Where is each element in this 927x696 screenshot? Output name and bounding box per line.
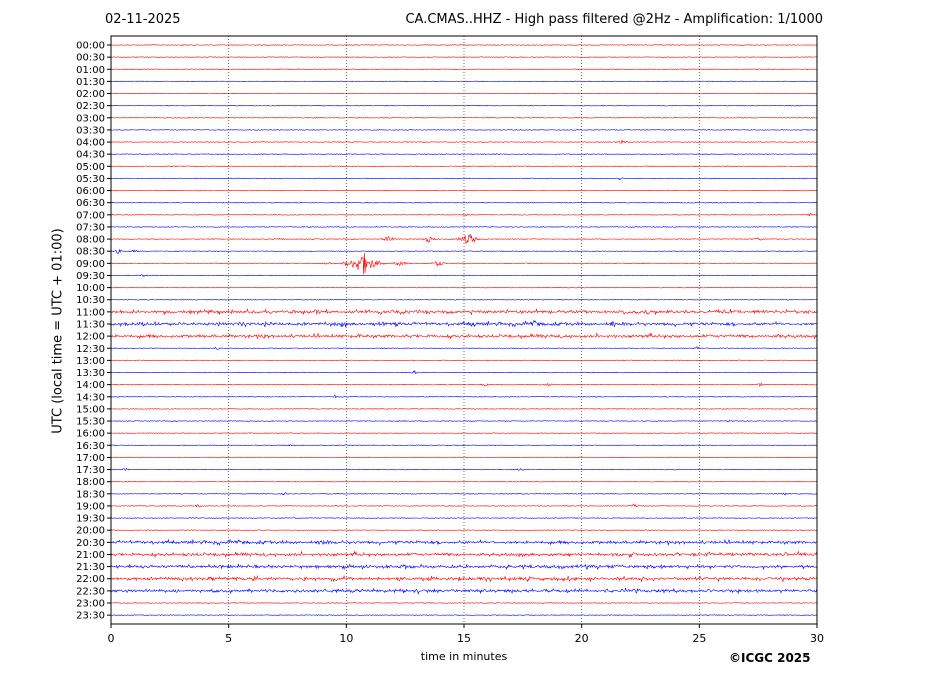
chart-date: 02-11-2025 [105, 12, 181, 27]
y-tick-label: 02:30 [76, 101, 105, 112]
y-tick-label: 18:00 [76, 477, 105, 488]
trace-0800 [110, 233, 817, 244]
y-tick-label: 14:30 [76, 392, 105, 403]
y-tick-label: 10:30 [76, 295, 105, 306]
y-tick-label: 11:30 [76, 319, 105, 330]
y-tick-label: 20:00 [76, 526, 105, 537]
y-tick-label: 09:00 [76, 259, 105, 270]
y-tick-label: 05:00 [76, 162, 105, 173]
y-tick-label: 09:30 [76, 271, 105, 282]
trace-1100 [110, 308, 817, 316]
y-tick-label: 14:00 [76, 380, 105, 391]
trace-0630 [110, 201, 817, 204]
y-tick-label: 03:30 [76, 125, 105, 136]
trace-0730 [110, 226, 817, 228]
trace-0700 [110, 212, 817, 217]
x-tick-label: 5 [225, 632, 232, 645]
y-tick-label: 04:30 [76, 150, 105, 161]
y-tick-label: 16:00 [76, 429, 105, 440]
chart-title: CA.CMAS..HHZ - High pass filtered @2Hz -… [405, 12, 823, 27]
y-tick-label: 07:00 [76, 210, 105, 221]
x-tick-label: 25 [692, 632, 706, 645]
y-axis: 00:0000:3001:0001:3002:0002:3003:0003:30… [76, 41, 111, 622]
y-tick-label: 15:30 [76, 417, 105, 428]
y-tick-label: 08:30 [76, 247, 105, 258]
trace-2000 [110, 529, 817, 531]
y-tick-label: 13:00 [76, 356, 105, 367]
y-tick-label: 21:30 [76, 562, 105, 573]
y-axis-label: UTC (local time = UTC + 01:00) [50, 228, 66, 434]
y-tick-label: 10:00 [76, 283, 105, 294]
y-tick-label: 17:00 [76, 453, 105, 464]
trace-1700 [110, 456, 817, 459]
trace-0930 [110, 274, 817, 277]
y-tick-label: 05:30 [76, 174, 105, 185]
y-tick-label: 01:00 [76, 65, 105, 76]
y-tick-label: 08:00 [76, 235, 105, 246]
y-tick-label: 22:30 [76, 586, 105, 597]
y-tick-label: 03:00 [76, 113, 105, 124]
y-tick-label: 17:30 [76, 465, 105, 476]
y-tick-label: 06:30 [76, 198, 105, 209]
y-tick-label: 15:00 [76, 404, 105, 415]
y-tick-label: 02:00 [76, 89, 105, 100]
y-tick-label: 23:30 [76, 611, 105, 622]
trace-0530 [110, 177, 817, 181]
y-tick-label: 00:30 [76, 53, 105, 64]
trace-2130 [110, 563, 817, 571]
y-tick-label: 11:00 [76, 307, 105, 318]
x-axis: 0 5 10 15 20 25 30 [108, 624, 824, 645]
trace-0430 [110, 153, 817, 155]
trace-1000 [110, 286, 817, 289]
y-tick-label: 04:00 [76, 138, 105, 149]
trace-1830 [110, 492, 817, 496]
trace-2030 [110, 538, 817, 547]
trace-0600 [110, 189, 817, 192]
trace-1730 [110, 468, 817, 471]
y-tick-label: 23:00 [76, 598, 105, 609]
x-tick-label: 30 [810, 632, 824, 645]
trace-1030 [110, 298, 817, 301]
grid-lines [228, 36, 700, 624]
trace-0500 [110, 165, 817, 168]
y-tick-label: 16:30 [76, 441, 105, 452]
trace-1900 [110, 503, 817, 508]
y-tick-label: 07:30 [76, 222, 105, 233]
x-tick-label: 0 [108, 632, 115, 645]
y-tick-label: 19:00 [76, 501, 105, 512]
y-tick-label: 20:30 [76, 538, 105, 549]
trace-1800 [110, 480, 817, 483]
y-tick-label: 01:30 [76, 77, 105, 88]
x-tick-label: 10 [339, 632, 353, 645]
trace-1930 [110, 517, 817, 519]
x-tick-label: 15 [457, 632, 471, 645]
x-tick-label: 20 [575, 632, 589, 645]
x-axis-label: time in minutes [420, 650, 508, 663]
trace-0900 [110, 253, 817, 275]
trace-1630 [110, 444, 817, 447]
y-tick-label: 12:30 [76, 344, 105, 355]
y-tick-label: 22:00 [76, 574, 105, 585]
y-tick-label: 21:00 [76, 550, 105, 561]
credit-label: ©ICGC 2025 [729, 651, 811, 665]
y-tick-label: 12:00 [76, 332, 105, 343]
y-tick-label: 19:30 [76, 514, 105, 525]
y-tick-label: 13:30 [76, 368, 105, 379]
y-tick-label: 18:30 [76, 489, 105, 500]
y-tick-label: 06:00 [76, 186, 105, 197]
trace-2100 [110, 550, 817, 559]
y-tick-label: 00:00 [76, 41, 105, 52]
trace-0830 [110, 248, 817, 254]
